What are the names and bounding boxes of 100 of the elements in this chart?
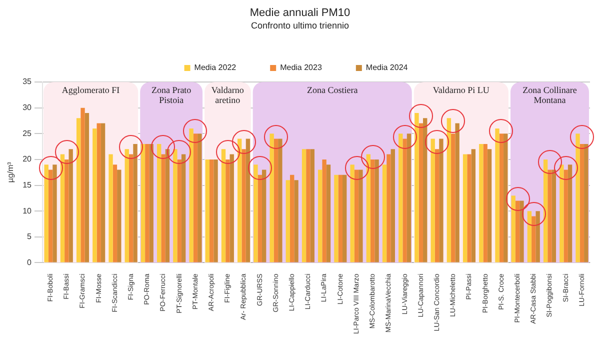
bar: [467, 154, 472, 262]
bar: [322, 159, 326, 262]
bar: [262, 170, 266, 262]
bar: [214, 159, 218, 262]
bar: [568, 164, 572, 262]
band-label: Zona Collinare Montana: [522, 84, 577, 105]
bar: [455, 123, 460, 262]
bar: [318, 170, 322, 262]
bar: [499, 134, 504, 262]
bar: [532, 216, 536, 262]
legend-label: Media 2023: [280, 63, 322, 72]
bar: [173, 149, 178, 262]
bar: [580, 144, 584, 262]
bar: [527, 211, 532, 262]
bar: [226, 159, 230, 262]
bar: [462, 154, 468, 262]
bar: [451, 134, 456, 262]
bar: [68, 149, 73, 262]
bar: [334, 174, 338, 262]
bar: [189, 128, 194, 262]
bar: [270, 134, 274, 262]
bar: [446, 118, 452, 262]
bar: [479, 144, 484, 262]
bar: [386, 154, 391, 262]
bar: [84, 112, 90, 262]
y-tick-label: 35: [22, 77, 32, 86]
bar: [258, 174, 262, 262]
bar: [230, 154, 234, 262]
bar: [294, 180, 298, 262]
y-tick-label: 25: [22, 128, 32, 138]
bar: [246, 138, 250, 262]
bar: [471, 149, 476, 262]
bar: [560, 164, 564, 262]
legend-label: Media 2022: [194, 63, 237, 72]
bar: [286, 180, 290, 262]
bar: [108, 154, 113, 262]
bar: [133, 144, 138, 262]
y-tick-label: 10: [22, 206, 32, 216]
bar: [495, 128, 500, 262]
bar: [44, 164, 48, 262]
bar: [402, 138, 407, 262]
chart-subtitle: Confronto ultimo triennio: [250, 20, 350, 30]
bar: [306, 149, 310, 262]
y-tick-label: 30: [22, 103, 32, 112]
chart-title: Medie annuali PM10: [250, 7, 350, 20]
bar: [161, 154, 166, 262]
y-axis-title: µg/m³: [6, 162, 16, 183]
bar: [64, 159, 69, 262]
bar: [374, 159, 379, 262]
bar: [350, 164, 354, 262]
bar: [156, 144, 162, 262]
bar: [92, 128, 97, 262]
bar: [338, 174, 342, 262]
bar: [198, 134, 202, 262]
bar: [342, 174, 347, 262]
bar: [504, 134, 508, 262]
bar: [564, 170, 568, 262]
bar: [181, 154, 186, 262]
bar: [205, 159, 210, 262]
bar: [96, 123, 101, 262]
bar: [128, 154, 134, 262]
bar: [511, 196, 516, 262]
bar: [274, 138, 278, 262]
bar: [48, 170, 53, 262]
band-label: Zona Prato Pistoia: [151, 84, 192, 105]
bar: [576, 134, 580, 262]
bar: [124, 149, 129, 262]
bar: [254, 164, 258, 262]
band-label: Agglomerato FI: [62, 84, 120, 95]
bar: [487, 149, 492, 262]
band-label: Zona Costiera: [306, 84, 358, 95]
bar: [406, 134, 412, 262]
y-tick-label: 15: [22, 180, 32, 190]
bar: [418, 123, 424, 262]
bar: [80, 108, 85, 262]
bar: [242, 149, 246, 262]
bar: [536, 211, 540, 262]
bar: [112, 164, 118, 262]
bar: [76, 118, 81, 262]
bar: [193, 134, 198, 262]
bar: [165, 149, 170, 262]
bar: [149, 144, 154, 262]
bar: [278, 138, 282, 262]
bar: [382, 164, 387, 262]
bar: [515, 200, 520, 262]
bar: [145, 144, 150, 262]
bar: [370, 159, 375, 262]
bar: [552, 170, 556, 262]
bar: [398, 134, 403, 262]
y-tick-label: 0: [27, 258, 32, 267]
bar: [584, 144, 588, 262]
bar: [60, 154, 65, 262]
bar: [100, 123, 106, 262]
bar: [483, 144, 488, 262]
bar: [358, 170, 363, 262]
bar: [520, 200, 524, 262]
bar: [354, 170, 359, 262]
y-tick-label: 5: [27, 232, 32, 242]
band-label: Valdarno aretino: [211, 84, 244, 105]
bar: [177, 159, 182, 262]
